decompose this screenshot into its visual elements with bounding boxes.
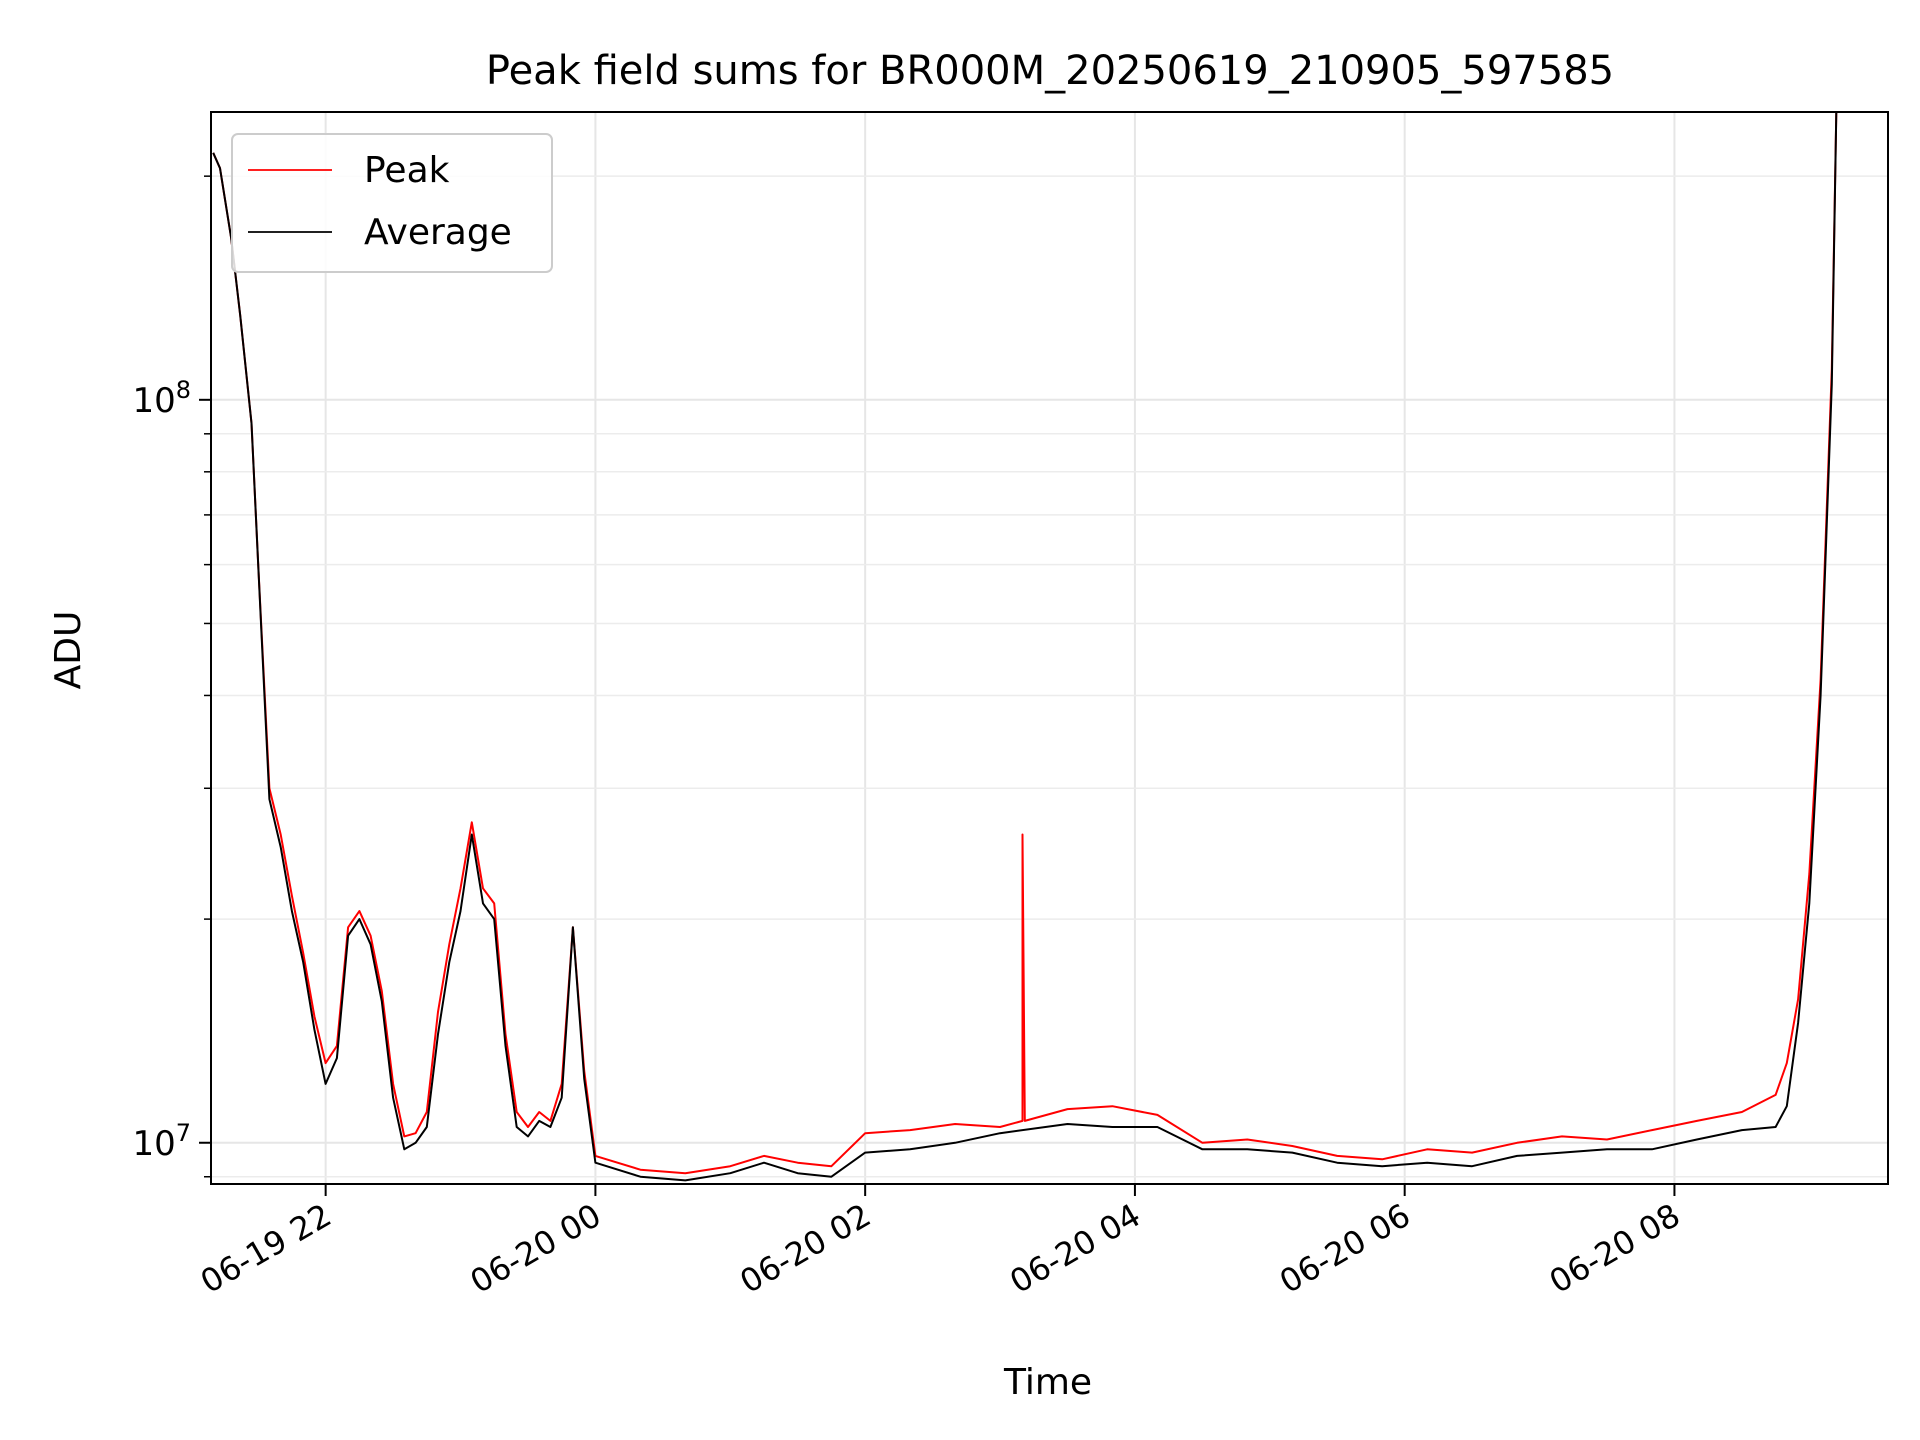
y-tick-label: 108 xyxy=(132,376,191,421)
grid-lines xyxy=(211,112,1888,1184)
series-layer xyxy=(212,111,1838,1182)
legend-box xyxy=(231,133,553,273)
y-tick-label: 107 xyxy=(132,1119,191,1164)
series-line-average xyxy=(212,111,1838,1182)
series-line-peak xyxy=(212,111,1838,1175)
plot-frame xyxy=(210,111,1889,1185)
legend: Peak Average xyxy=(231,133,553,273)
y-axis: 107 108 xyxy=(132,175,211,1178)
chart-title: Peak field sums for BR000M_20250619_2109… xyxy=(486,48,1614,94)
legend-label-average: Average xyxy=(364,212,512,253)
y-axis-label: ADU xyxy=(48,611,89,690)
x-axis-label: Time xyxy=(1003,1362,1092,1403)
legend-label-peak: Peak xyxy=(364,150,450,191)
